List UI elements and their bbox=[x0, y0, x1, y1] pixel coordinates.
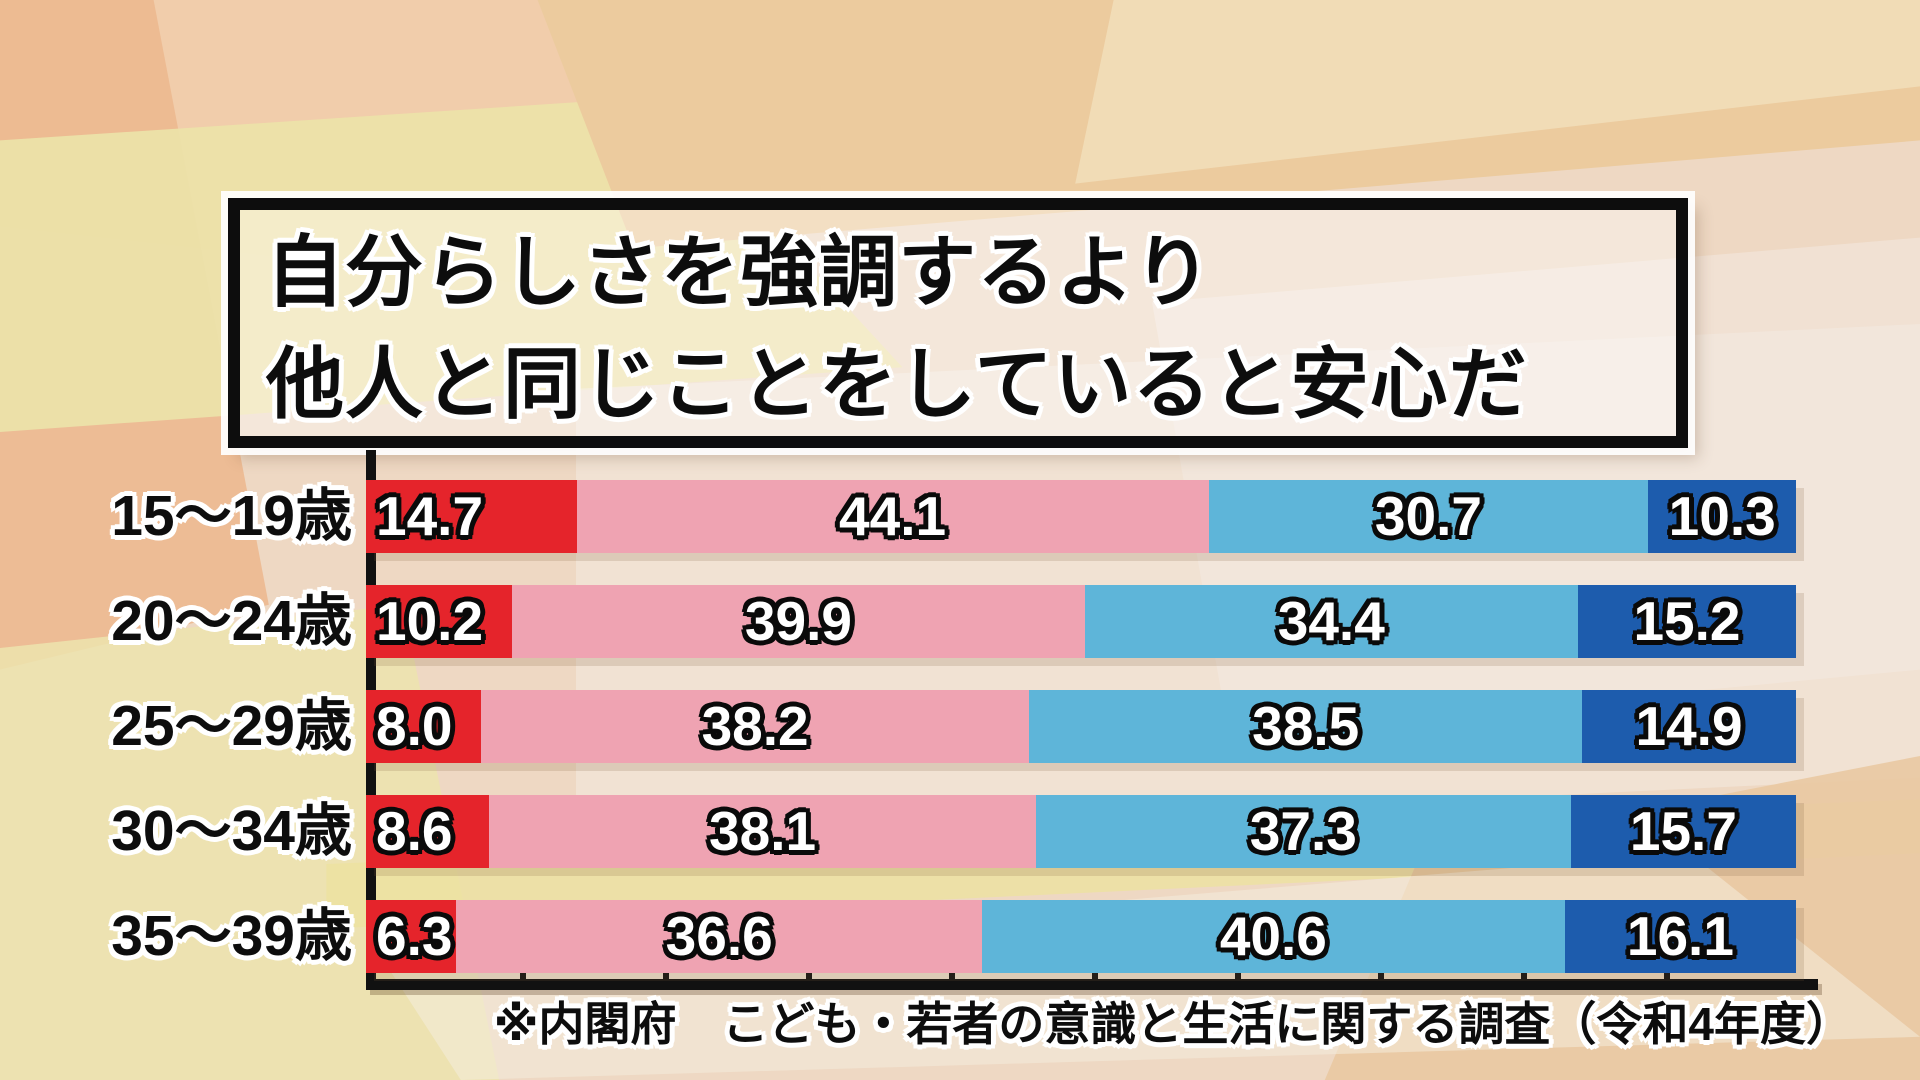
title-box: 自分らしさを強調するより 他人と同じことをしていると安心だ bbox=[221, 191, 1695, 455]
segment-value: 10.3 bbox=[1668, 485, 1776, 547]
bar-segment-dark-blue: 10.3 bbox=[1648, 480, 1796, 553]
bar-segment-light-blue: 40.6 bbox=[981, 900, 1565, 973]
segment-value: 6.3 bbox=[376, 905, 453, 967]
stacked-bar-chart: 15〜19歳 14.7 44.1 30.7 10.3 20〜24歳 10.2 39.9 34.4… bbox=[70, 480, 1810, 1005]
segment-value: 38.2 bbox=[701, 695, 809, 757]
segment-value: 30.7 bbox=[1374, 485, 1482, 547]
segment-value: 38.5 bbox=[1252, 695, 1360, 757]
segment-value: 39.9 bbox=[744, 590, 852, 652]
bar-segment-dark-blue: 15.2 bbox=[1577, 585, 1796, 658]
bar-segment-pink: 38.1 bbox=[489, 795, 1036, 868]
bar-row: 35〜39歳 6.3 36.6 40.6 16.1 bbox=[70, 900, 1810, 973]
bar-stack: 10.2 39.9 34.4 15.2 bbox=[366, 585, 1796, 658]
segment-value: 44.1 bbox=[839, 485, 947, 547]
segment-value: 14.7 bbox=[376, 485, 484, 547]
bar-segment-light-blue: 30.7 bbox=[1208, 480, 1649, 553]
bar-stack: 8.6 38.1 37.3 15.7 bbox=[366, 795, 1796, 868]
category-label: 35〜39歳 bbox=[111, 904, 352, 968]
category-label: 25〜29歳 bbox=[111, 694, 352, 758]
bar-segment-pink: 44.1 bbox=[576, 480, 1209, 553]
bar-segment-red: 8.6 bbox=[366, 795, 490, 868]
segment-value: 14.9 bbox=[1635, 695, 1743, 757]
segment-value: 15.2 bbox=[1633, 590, 1741, 652]
bar-row: 25〜29歳 8.0 38.2 38.5 14.9 bbox=[70, 690, 1810, 763]
category-label: 15〜19歳 bbox=[111, 484, 352, 548]
segment-value: 8.6 bbox=[376, 800, 453, 862]
bar-segment-red: 8.0 bbox=[366, 690, 481, 763]
category-label: 20〜24歳 bbox=[111, 589, 352, 653]
segment-value: 8.0 bbox=[376, 695, 453, 757]
bar-stack: 6.3 36.6 40.6 16.1 bbox=[366, 900, 1796, 973]
bar-stack: 14.7 44.1 30.7 10.3 bbox=[366, 480, 1796, 553]
bar-segment-light-blue: 34.4 bbox=[1084, 585, 1578, 658]
x-axis-line bbox=[366, 979, 1818, 990]
title-line-2: 他人と同じことをしていると安心だ bbox=[266, 340, 1528, 428]
bar-segment-red: 10.2 bbox=[366, 585, 513, 658]
bar-segment-light-blue: 37.3 bbox=[1035, 795, 1571, 868]
bar-segment-pink: 38.2 bbox=[480, 690, 1030, 763]
segment-value: 40.6 bbox=[1219, 905, 1327, 967]
title-line-1: 自分らしさを強調するより bbox=[266, 228, 1213, 316]
bar-segment-light-blue: 38.5 bbox=[1029, 690, 1583, 763]
bar-segment-dark-blue: 16.1 bbox=[1564, 900, 1796, 973]
bar-segment-pink: 36.6 bbox=[456, 900, 982, 973]
bar-segment-dark-blue: 15.7 bbox=[1570, 795, 1796, 868]
segment-value: 38.1 bbox=[709, 800, 817, 862]
segment-value: 36.6 bbox=[665, 905, 773, 967]
segment-value: 15.7 bbox=[1629, 800, 1737, 862]
bar-segment-red: 6.3 bbox=[366, 900, 457, 973]
bar-segment-pink: 39.9 bbox=[512, 585, 1085, 658]
segment-value: 34.4 bbox=[1277, 590, 1385, 652]
bar-segment-dark-blue: 14.9 bbox=[1582, 690, 1796, 763]
segment-value: 10.2 bbox=[376, 590, 484, 652]
category-label: 30〜34歳 bbox=[111, 799, 352, 863]
segment-value: 16.1 bbox=[1626, 905, 1734, 967]
bar-row: 30〜34歳 8.6 38.1 37.3 15.7 bbox=[70, 795, 1810, 868]
source-note: ※内閣府 こども・若者の意識と生活に関する調査（令和4年度） bbox=[493, 998, 1852, 1050]
bar-row: 15〜19歳 14.7 44.1 30.7 10.3 bbox=[70, 480, 1810, 553]
segment-value: 37.3 bbox=[1249, 800, 1357, 862]
bar-segment-red: 14.7 bbox=[366, 480, 577, 553]
bar-row: 20〜24歳 10.2 39.9 34.4 15.2 bbox=[70, 585, 1810, 658]
bar-stack: 8.0 38.2 38.5 14.9 bbox=[366, 690, 1796, 763]
